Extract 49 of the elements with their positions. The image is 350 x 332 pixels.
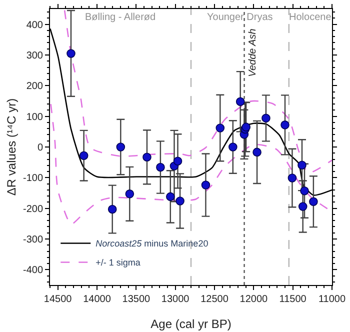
point [156,162,165,172]
point [236,97,245,106]
y-tick-label: -100 [22,173,44,184]
y-tick-label: 100 [26,112,44,123]
point [176,196,184,206]
x-tick-label: 14000 [83,294,112,305]
point [166,192,175,202]
point [300,186,309,196]
y-tick-label: -400 [22,265,44,276]
ref-line-label: Vedde Ash [248,28,259,77]
point [280,120,290,130]
point [309,197,318,206]
x-tick-label: 12500 [200,294,229,305]
x-tick-label: 13500 [122,294,151,305]
x-tick-label: 13000 [161,294,190,305]
point [252,148,262,157]
annotation: Bølling - Allerød [85,12,156,23]
point [298,160,306,170]
point [66,49,76,58]
point [79,151,88,160]
legend-label: +/- 1 sigma [96,258,140,268]
x-tick-label: 12000 [240,294,268,305]
point [142,152,152,162]
y-axis-title: ΔR values (¹⁴C yr) [4,98,18,196]
point [173,156,182,166]
point [201,180,210,190]
x-tick-label: 14500 [44,294,72,305]
annotation: Holocene [289,12,332,23]
point [262,114,270,123]
point [116,142,126,152]
point [125,190,134,198]
y-tick-label: 0 [37,142,44,154]
x-tick-label: 11000 [318,294,346,305]
y-tick-label: -200 [22,204,44,215]
y-tick-label: 300 [26,50,44,62]
y-tick-label: 400 [26,20,44,31]
x-tick-label: 11500 [279,294,307,305]
point [108,204,117,214]
line-series [64,10,332,174]
point [228,142,238,152]
point [216,124,225,132]
point [298,202,308,211]
y-tick-label: 200 [26,81,44,92]
legend-label: Norcoast25 minus Marine20 [96,238,208,249]
annotation: Younger Dryas [207,12,273,23]
point [288,174,297,182]
point [242,122,250,132]
x-axis-title: Age (cal yr BP) [150,316,232,331]
y-tick-label: -300 [22,234,44,246]
